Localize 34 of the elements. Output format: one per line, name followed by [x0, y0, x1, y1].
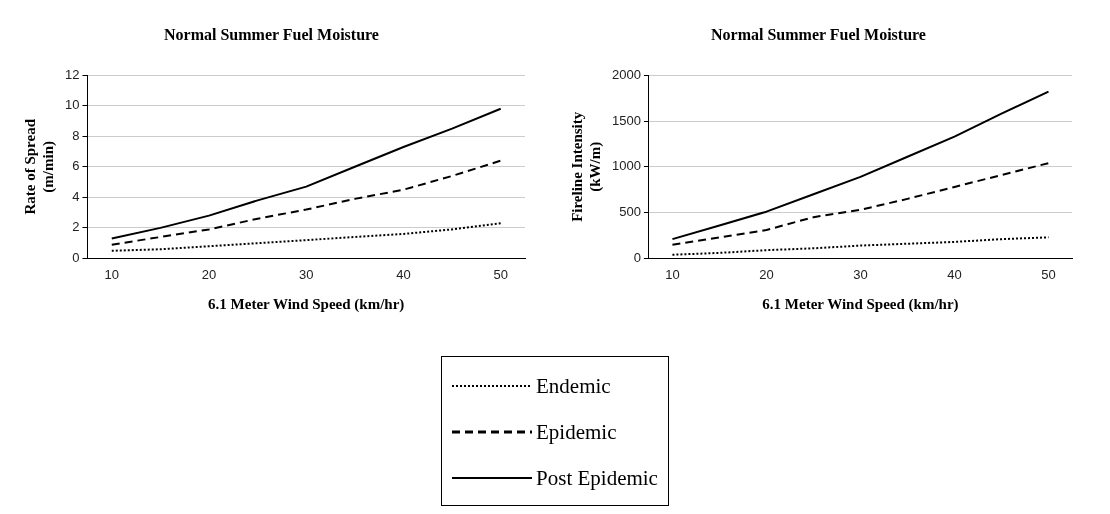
x-tick-label: 30: [299, 266, 314, 282]
x-tick-label: 20: [201, 266, 217, 282]
y-tick-label: 500: [619, 204, 641, 220]
y-tick-label: 10: [64, 97, 80, 113]
legend-label: Post Epidemic: [536, 465, 658, 491]
y-axis-title: Fireline Intensity (kW/m): [568, 111, 604, 222]
y-tick-label: 0: [72, 249, 80, 265]
line-series: [671, 162, 1050, 246]
x-tick-label: 30: [853, 266, 868, 282]
legend-label: Endemic: [536, 373, 611, 399]
x-tick-label: 50: [1041, 266, 1056, 282]
line-series: [110, 222, 502, 252]
x-axis-title: 6.1 Meter Wind Speed (km/hr): [208, 295, 405, 313]
y-tick-label: 2000: [612, 66, 641, 82]
y-tick-label: 1500: [612, 112, 641, 128]
x-tick-label: 40: [396, 266, 411, 282]
y-tick-label: 12: [64, 66, 80, 82]
y-tick-label: 0: [633, 249, 641, 265]
line-series: [110, 159, 502, 246]
y-axis-title: Rate of Spread (m/min): [21, 118, 57, 215]
x-tick-label: 50: [493, 266, 508, 282]
legend-label: Epidemic: [536, 419, 617, 445]
y-tick-label: 1000: [612, 158, 641, 174]
y-tick-label: 8: [72, 127, 80, 143]
y-tick-label: 6: [72, 158, 80, 174]
x-tick-label: 10: [665, 266, 680, 282]
y-tick-label: 4: [72, 188, 80, 204]
x-axis-title: 6.1 Meter Wind Speed (km/hr): [762, 295, 959, 313]
chart-title: Normal Summer Fuel Moisture: [164, 25, 379, 43]
chart-title: Normal Summer Fuel Moisture: [711, 25, 926, 43]
x-tick-label: 20: [759, 266, 774, 282]
y-tick-label: 2: [72, 219, 80, 235]
x-tick-label: 40: [947, 266, 962, 282]
x-tick-label: 10: [104, 266, 119, 282]
